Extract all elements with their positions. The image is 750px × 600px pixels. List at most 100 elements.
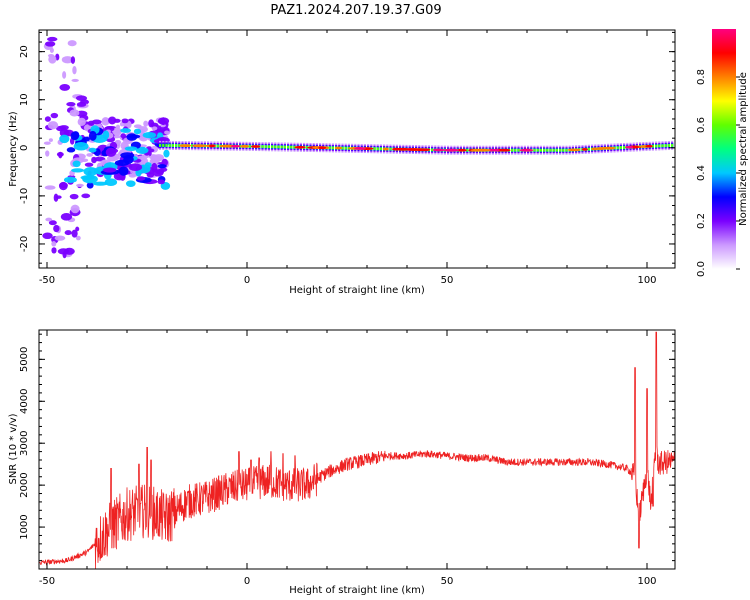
spectrogram-peak [250, 145, 261, 148]
spectrogram-scatter-cell [60, 212, 73, 221]
spectrogram-xtick-label: 50 [441, 275, 454, 286]
spectrogram-ridge-cell [549, 149, 552, 152]
spectrogram-scatter-core [120, 128, 132, 133]
spectrogram-scatter-cell [77, 117, 86, 126]
spectrogram-peak [498, 148, 511, 152]
spectrogram-ytick-label: -10 [19, 188, 30, 204]
spectrogram-scatter-cell [75, 95, 88, 101]
spectrogram-ridge-cell [671, 144, 674, 147]
snr-ytick-label: 1000 [19, 514, 30, 539]
spectrogram-scatter-core [136, 176, 146, 181]
spectrogram-ridge-cell [271, 145, 274, 148]
spectrogram-scatter-cell [45, 150, 50, 157]
spectrogram-scatter-cell [75, 235, 81, 241]
spectrogram-ridge-cell [667, 144, 670, 147]
spectrogram-peak [490, 148, 500, 152]
colorbar-tick-label: 0.8 [696, 69, 707, 85]
spectrogram-ytick-label: 20 [19, 45, 30, 58]
spectrogram-ridge-cell [552, 149, 555, 152]
spectrogram-ridge-cell [283, 145, 286, 149]
spectrogram-scatter-cell [72, 66, 77, 75]
snr-xlabel: Height of straight line (km) [289, 585, 425, 596]
snr-ytick-label: 2000 [19, 472, 30, 497]
spectrogram-ridge-cell [565, 149, 568, 152]
spectrogram-scatter-cell [157, 119, 167, 124]
spectrogram-scatter-cell [51, 247, 57, 254]
spectrogram-scatter-cell [55, 195, 62, 199]
colorbar-bar [712, 29, 736, 269]
spectrogram-scatter-cell [42, 232, 53, 240]
spectrogram-scatter-cell [153, 154, 165, 161]
spectrogram-ridge-cell [546, 149, 549, 152]
spectrogram-scatter-cell [71, 78, 79, 82]
spectrogram-ridge-cell [619, 146, 622, 149]
spectrogram-ridge-cell [587, 148, 590, 151]
spectrogram-peak [382, 147, 389, 151]
spectrogram-heatmap [42, 36, 674, 259]
spectrogram-scatter-core [125, 180, 136, 187]
spectrogram-scatter-core [151, 162, 158, 173]
spectrogram-peak [240, 144, 250, 148]
spectrogram-scatter-core [73, 141, 89, 151]
spectrogram-ridge-cell [379, 147, 382, 150]
spectrogram-scatter-cell [58, 151, 63, 159]
spectrogram-ridge-cell [277, 145, 280, 149]
spectrogram-scatter-cell [44, 116, 51, 122]
colorbar-ticks: 0.0 0.2 0.4 0.6 0.8 [696, 69, 740, 277]
snr-ytick-label: 4000 [19, 389, 30, 414]
spectrogram-scatter-cell [70, 56, 76, 64]
figure-title: PAZ1.2024.207.19.37.G09 [270, 3, 441, 18]
spectrogram-ridge-cell [280, 145, 283, 149]
spectrogram-ridge-cell [389, 147, 392, 151]
spectrogram-ridge-cell [514, 149, 517, 152]
spectrogram-ridge-cell [623, 146, 626, 149]
spectrogram-scatter-cell [146, 172, 155, 178]
spectrogram-scatter-cell [45, 217, 53, 222]
spectrogram-scatter-cell [48, 138, 53, 142]
spectrogram-ridge-cell [651, 145, 654, 148]
spectrogram-ridge-cell [543, 149, 546, 152]
spectrogram-ridge-cell [165, 144, 168, 147]
spectrogram-scatter-cell [151, 126, 158, 131]
spectrogram-scatter-core [124, 146, 138, 151]
spectrogram-scatter-cell [48, 220, 57, 226]
snr-background [39, 330, 675, 569]
spectrogram-scatter-cell [128, 173, 137, 178]
spectrogram-ridge-cell [655, 144, 658, 148]
spectrogram-peak [567, 148, 581, 152]
spectrogram-scatter-core [88, 130, 97, 141]
spectrogram-scatter-cell [69, 109, 80, 117]
snr-ticks: -50 0 50 100 1000 2000 3000 4000 5000 [19, 330, 675, 587]
spectrogram-scatter-core [59, 182, 68, 189]
spectrogram-ylabel: Frequency (Hz) [8, 111, 19, 187]
colorbar-label: Normalized spectral amplitude [738, 72, 749, 226]
spectrogram-scatter-cell [114, 129, 121, 134]
spectrogram-scatter-cell [76, 101, 87, 107]
spectrogram-scatter-cell [84, 162, 94, 167]
spectrogram-scatter-core [66, 147, 76, 153]
spectrogram-scatter-core [83, 167, 98, 176]
spectrogram-scatter-core [72, 160, 81, 168]
spectrogram-scatter-cell [148, 119, 155, 128]
spectrogram-ridge-cell [287, 145, 290, 149]
spectrogram-peak [192, 144, 207, 148]
spectrogram-scatter-core [157, 179, 165, 185]
spectrogram-scatter-cell [113, 118, 121, 123]
spectrogram-peak [416, 148, 431, 152]
spectrogram-scatter-cell [143, 120, 149, 127]
spectrogram-scatter-cell [51, 241, 57, 247]
spectrogram-ridge-cell [562, 149, 565, 152]
spectrogram-scatter-core [123, 154, 134, 164]
spectrogram-peak [432, 148, 445, 152]
spectrogram-peak [519, 148, 534, 152]
spectrogram-ridge-cell [466, 149, 469, 152]
spectrogram-frame [38, 29, 676, 269]
spectrogram-scatter-cell [62, 71, 67, 79]
snr-series-line [39, 331, 675, 569]
spectrogram-ridge-cell [261, 145, 264, 148]
spectrogram-ridge-cell [159, 144, 162, 147]
colorbar-tick-label: 0.4 [696, 165, 707, 181]
spectrogram-ridge-cell [274, 145, 277, 148]
